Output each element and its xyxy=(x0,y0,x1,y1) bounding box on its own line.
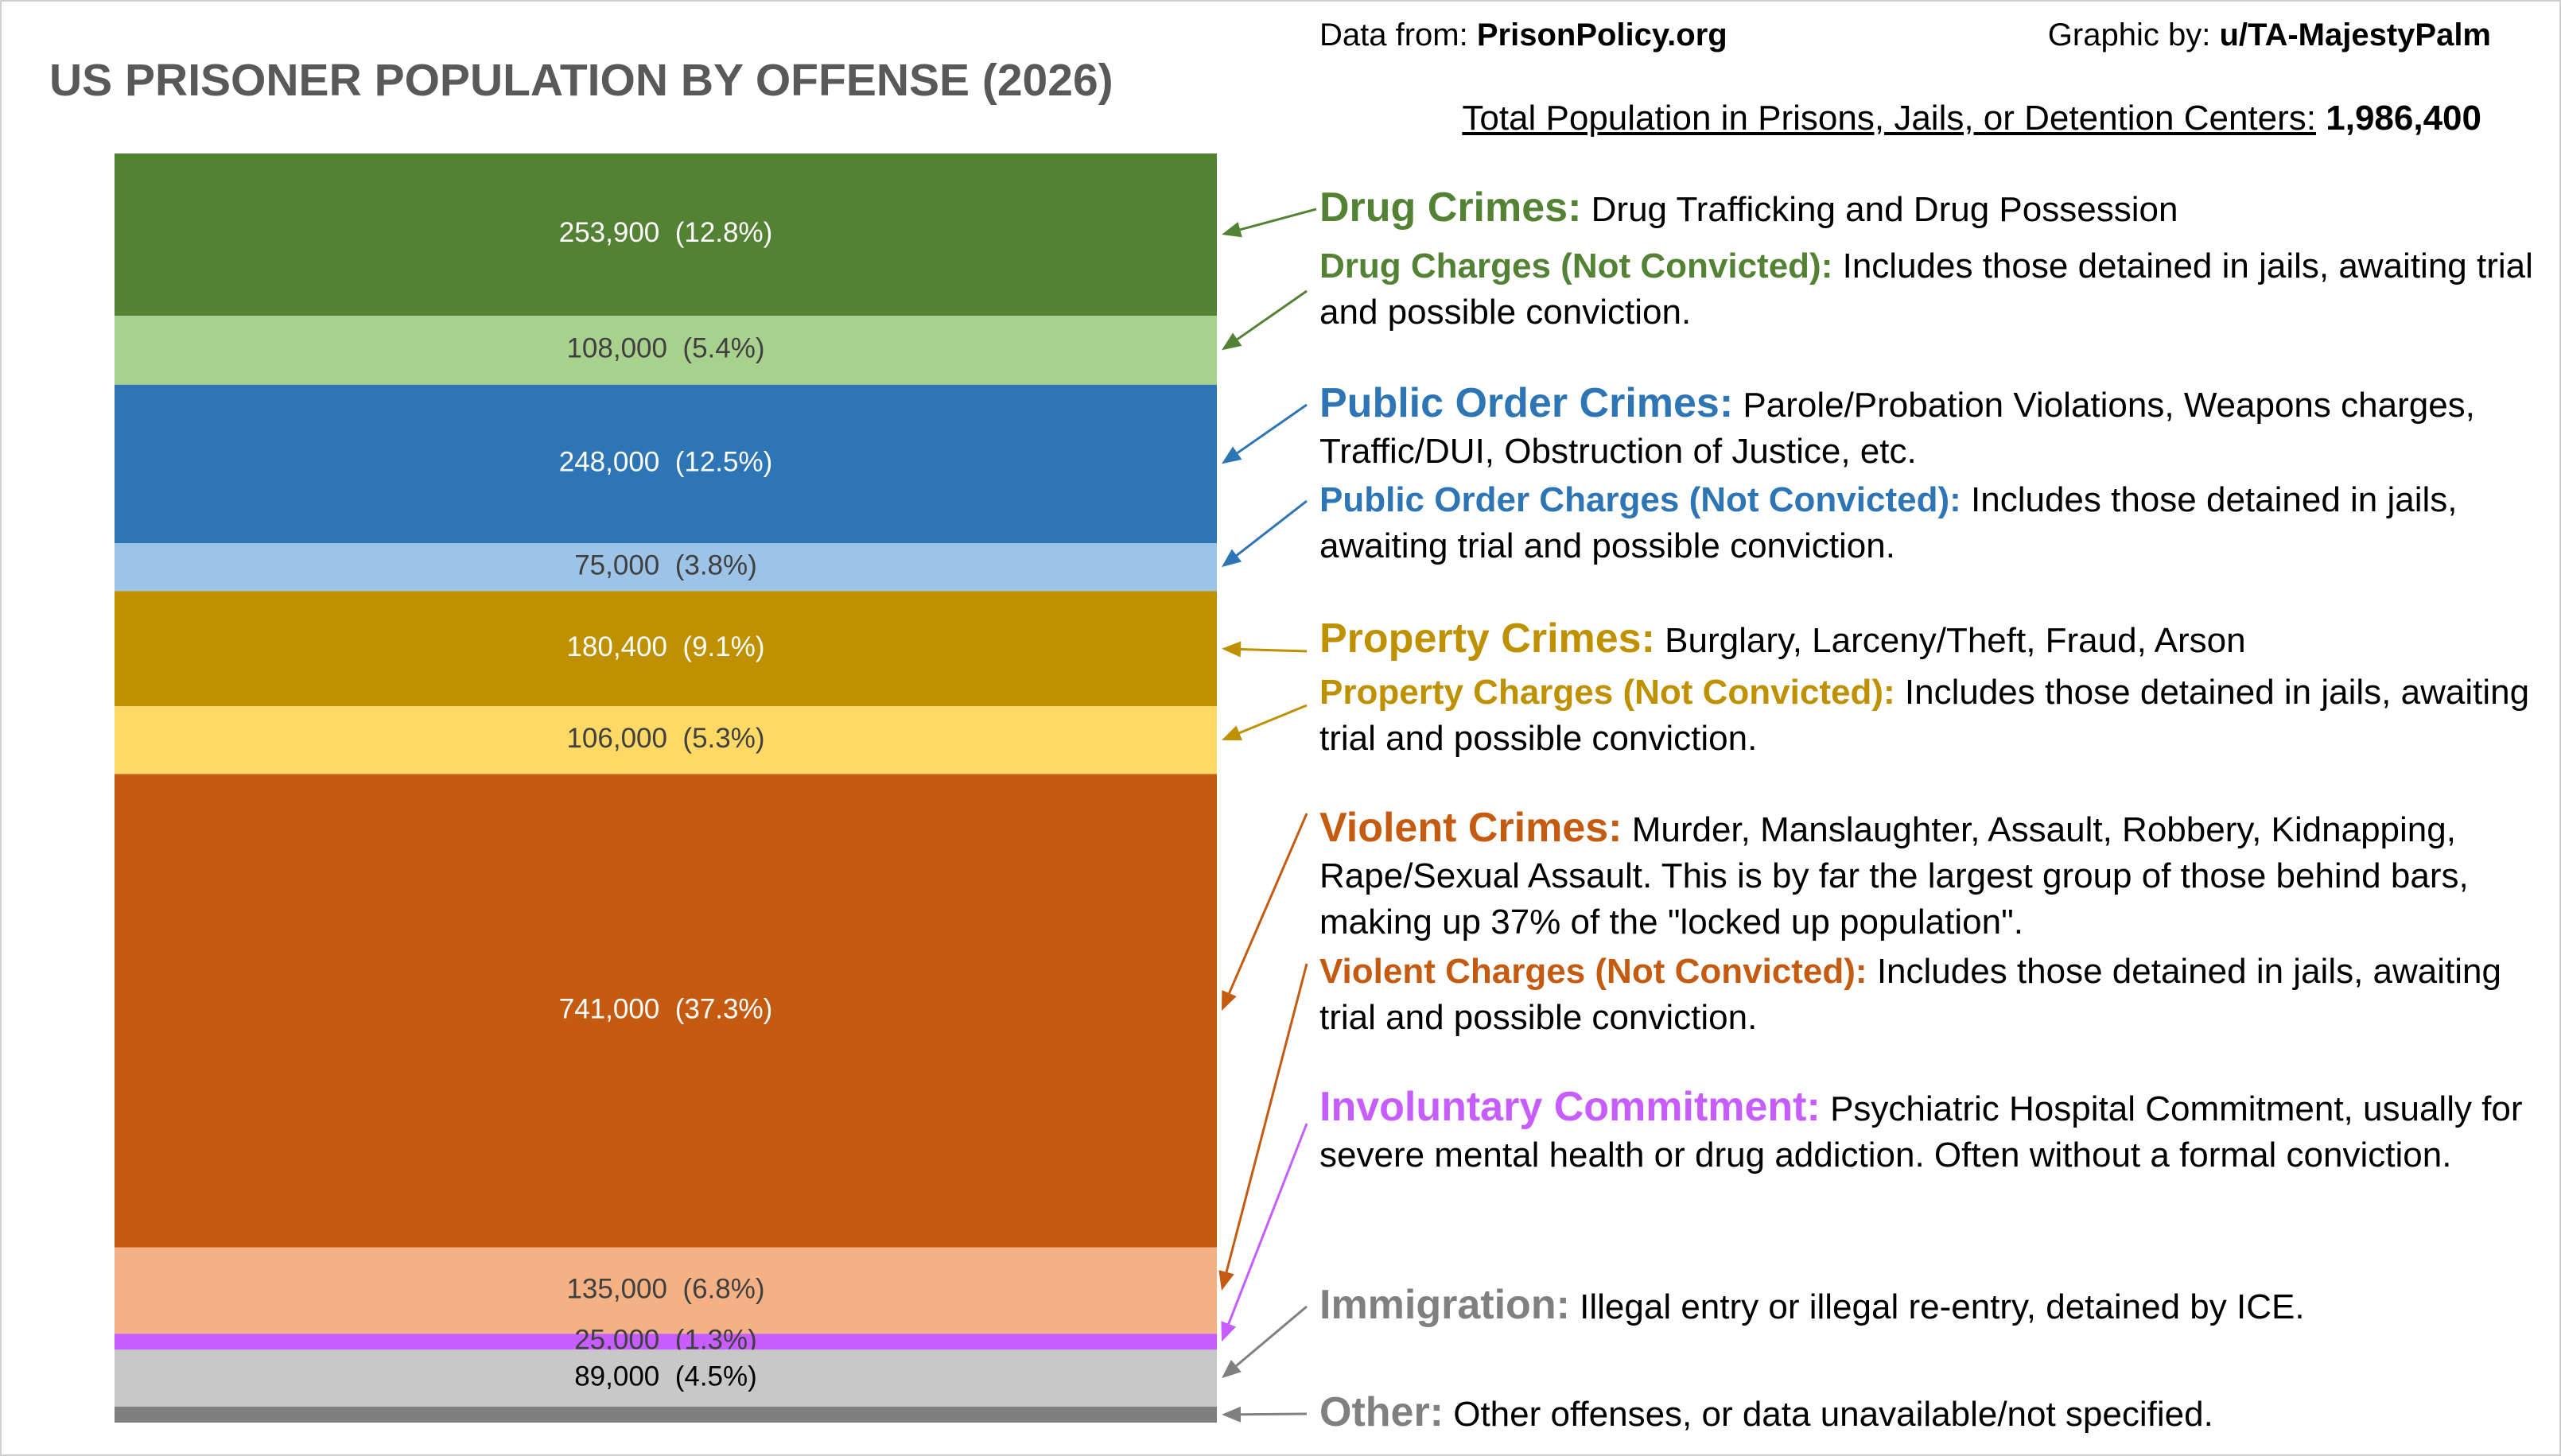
annotation: Drug Crimes: Drug Trafficking and Drug P… xyxy=(1319,184,2536,233)
arrow-line xyxy=(1236,403,1308,454)
credit-line: Graphic by: u/TA-MajestyPalm xyxy=(2048,17,2491,53)
annotation-text: Illegal entry or illegal re-entry, detai… xyxy=(1580,1287,2305,1326)
arrow-head xyxy=(1221,1321,1237,1342)
annotation-text: Burglary, Larceny/Theft, Fraud, Arson xyxy=(1665,621,2246,660)
bar-segment xyxy=(115,315,1217,385)
annotation-heading: Property Crimes: xyxy=(1319,615,1655,662)
bar-segment xyxy=(115,384,1217,544)
annotation-text: Psychiatric Hospital Commitment, usually… xyxy=(1319,1089,2523,1175)
annotation-text: Drug Trafficking and Drug Possession xyxy=(1591,190,2178,229)
annotation: Immigration: Illegal entry or illegal re… xyxy=(1319,1282,2536,1330)
annotation-text: Parole/Probation Violations, Weapons cha… xyxy=(1319,386,2475,471)
arrow-head xyxy=(1222,446,1242,464)
arrow-head xyxy=(1222,549,1242,568)
value-label: 135,000 (6.8%) xyxy=(566,1273,764,1304)
annotation: Public Order Charges (Not Convicted): In… xyxy=(1319,477,2536,569)
annotation: Involuntary Commitment: Psychiatric Hosp… xyxy=(1319,1084,2536,1178)
annotation-text: Murder, Manslaughter, Assault, Robbery, … xyxy=(1319,810,2469,942)
arrow-head xyxy=(1222,725,1242,740)
arrow-head xyxy=(1218,1270,1234,1291)
source: PrisonPolicy.org xyxy=(1476,17,1727,52)
arrow-head xyxy=(1222,222,1242,238)
arrow-line xyxy=(1235,1305,1308,1367)
total-text: Total Population in Prisons, Jails, or D… xyxy=(1462,99,2317,138)
total-value: 1,986,400 xyxy=(2326,99,2481,138)
arrow-line xyxy=(1240,1412,1308,1416)
value-label: 253,900 (12.8%) xyxy=(559,217,773,248)
annotation: Violent Crimes: Murder, Manslaughter, As… xyxy=(1319,805,2536,945)
bar-segment xyxy=(115,1406,1217,1423)
annotation-heading: Property Charges (Not Convicted): xyxy=(1319,673,1895,712)
annotation-heading: Immigration: xyxy=(1319,1282,1570,1328)
annotation-text: Other offenses, or data unavailable/not … xyxy=(1453,1395,2213,1434)
arrow-line xyxy=(1228,813,1308,994)
bar-segment xyxy=(115,543,1217,592)
annotation-heading: Drug Charges (Not Convicted): xyxy=(1319,247,1833,285)
bar-segment xyxy=(115,591,1217,707)
annotation-heading: Violent Charges (Not Convicted): xyxy=(1319,952,1867,991)
annotation-text: Includes those detained in jails, awaiti… xyxy=(1319,952,2501,1037)
bar-segment xyxy=(115,706,1217,775)
credit-label: Graphic by: xyxy=(2047,17,2211,52)
annotation-heading: Drug Crimes: xyxy=(1319,184,1582,231)
bar-segment xyxy=(115,1349,1217,1407)
annotation: Property Crimes: Burglary, Larceny/Theft… xyxy=(1319,615,2536,664)
value-label: 108,000 (5.4%) xyxy=(566,333,764,364)
arrow-head xyxy=(1222,1359,1242,1379)
arrow-line xyxy=(1239,208,1317,231)
annotation: Drug Charges (Not Convicted): Includes t… xyxy=(1319,243,2536,336)
arrow-head xyxy=(1222,990,1237,1011)
credit: u/TA-MajestyPalm xyxy=(2219,17,2491,52)
chart-title: US PRISONER POPULATION BY OFFENSE (2026) xyxy=(49,55,1113,106)
annotation: Other: Other offenses, or data unavailab… xyxy=(1319,1389,2536,1438)
source-label: Data from: xyxy=(1319,17,1468,52)
value-label: 248,000 (12.5%) xyxy=(559,447,773,478)
value-label: 180,400 (9.1%) xyxy=(566,631,764,662)
annotation-heading: Public Order Crimes: xyxy=(1319,380,1734,426)
value-label: 75,000 (3.8%) xyxy=(574,549,757,580)
bar-segment xyxy=(115,1334,1217,1350)
value-label: 106,000 (5.3%) xyxy=(566,723,764,754)
arrow-head xyxy=(1222,332,1242,351)
annotation-text: Includes those detained in jails, awaiti… xyxy=(1319,673,2530,758)
bar-segment xyxy=(115,1247,1217,1334)
source-line: Data from: PrisonPolicy.org xyxy=(1319,17,1727,53)
value-label: 741,000 (37.3%) xyxy=(559,993,773,1024)
arrow-line xyxy=(1236,499,1308,557)
annotation-heading: Public Order Charges (Not Convicted): xyxy=(1319,480,1961,519)
annotation-text: Includes those detained in jails, awaiti… xyxy=(1319,480,2458,565)
annotation-text: Includes those detained in jails, awaiti… xyxy=(1319,247,2533,332)
total-line: Total Population in Prisons, Jails, or D… xyxy=(1462,99,2481,138)
annotation: Violent Charges (Not Convicted): Include… xyxy=(1319,949,2536,1041)
arrow-head xyxy=(1222,1406,1242,1423)
annotation: Public Order Crimes: Parole/Probation Vi… xyxy=(1319,380,2536,475)
bar-segment xyxy=(115,774,1217,1248)
annotation-heading: Violent Crimes: xyxy=(1319,805,1622,851)
annotation: Property Charges (Not Convicted): Includ… xyxy=(1319,670,2536,762)
annotation-heading: Involuntary Commitment: xyxy=(1319,1084,1821,1130)
arrow-line xyxy=(1225,963,1308,1273)
arrow-line xyxy=(1240,647,1308,653)
arrow-line xyxy=(1236,289,1308,340)
arrow-line xyxy=(1238,704,1308,735)
value-label: 89,000 (4.5%) xyxy=(574,1361,757,1392)
arrow-head xyxy=(1222,641,1242,658)
arrow-line xyxy=(1227,1123,1308,1325)
annotation-heading: Other: xyxy=(1319,1389,1444,1435)
bar-segment xyxy=(115,153,1217,316)
